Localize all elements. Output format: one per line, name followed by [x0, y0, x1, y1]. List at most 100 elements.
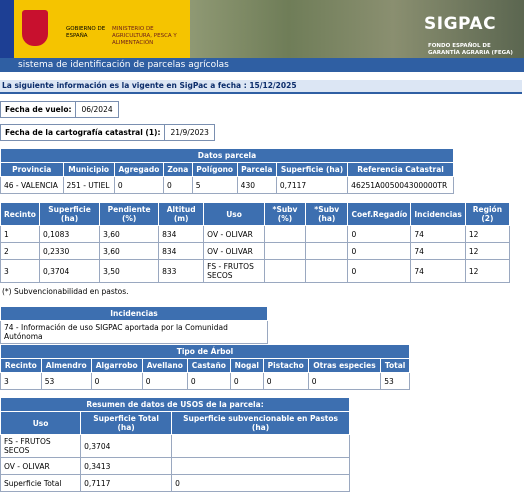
column-header: Agregado	[113, 162, 164, 177]
cell: 3	[0, 372, 42, 390]
row: 74 - Información de uso SIGPAC aportada …	[0, 320, 268, 344]
cell: OV - OLIVAR	[0, 457, 82, 475]
cell: 0	[162, 176, 193, 194]
cell: 3,60	[99, 242, 160, 260]
cell: 834	[158, 225, 205, 243]
cell: 0,7117	[80, 474, 173, 492]
cell	[171, 434, 350, 458]
column-header: Municipio	[62, 162, 115, 177]
cell: 0	[347, 242, 412, 260]
note: (*) Subvencionabilidad en pastos.	[2, 287, 129, 296]
cell: 74	[410, 242, 466, 260]
column-header: Total	[380, 358, 410, 373]
column-header: Recinto	[0, 358, 42, 373]
row: 46 - VALENCIA 251 - UTIEL 0 0 5 430 0,7117 4625…	[0, 176, 454, 194]
row: FS - FRUTOS SECOS 0,3704	[0, 434, 350, 458]
column-header: Avellano	[141, 358, 188, 373]
cell: 3	[0, 259, 40, 283]
cell: 0	[141, 372, 188, 390]
cell: 833	[158, 259, 205, 283]
cell: 834	[158, 242, 205, 260]
coat-of-arms	[22, 10, 48, 46]
cell: 0,2330	[38, 242, 101, 260]
row: 2 0,2330 3,60 834 OV - OLIVAR 0 74 12	[0, 242, 511, 260]
government-text: GOBIERNO DE ESPAÑA	[66, 26, 106, 39]
title-row: Tipo de Árbol	[0, 344, 410, 359]
cell: 0,3413	[80, 457, 173, 475]
column-header: Provincia	[0, 162, 64, 177]
column-header: Otras especies	[307, 358, 382, 373]
cell: 0,3704	[80, 434, 173, 458]
table-title: Datos parcela	[0, 148, 454, 163]
column-header: Castaño	[186, 358, 231, 373]
cell: 12	[464, 242, 511, 260]
cell	[264, 242, 306, 260]
table-title: Incidencias	[0, 306, 268, 321]
banner: GOBIERNO DE ESPAÑA MINISTERIO DE AGRICUL…	[0, 0, 524, 72]
table-datos-parcela: Datos parcela Provincia Municipio Agregado Z…	[0, 148, 454, 194]
column-header: Incidencias	[410, 202, 466, 226]
cell	[304, 242, 349, 260]
cell: 12	[464, 225, 511, 243]
row: 1 0,1083 3,60 834 OV - OLIVAR 0 74 12	[0, 225, 511, 243]
subtitle: sistema de identificación de parcelas ag…	[18, 60, 229, 70]
column-header: Pendiente (%)	[99, 202, 160, 226]
cell	[171, 457, 350, 475]
row: Superficie Total 0,7117 0	[0, 474, 350, 492]
column-header: Parcela	[236, 162, 277, 177]
eu-flag	[0, 0, 14, 58]
cell: 0	[347, 225, 412, 243]
column-header: *Subv (ha)	[304, 202, 349, 226]
cell: 0,1083	[38, 225, 101, 243]
cell: 46251A005004300000TR	[347, 176, 454, 194]
logo: SIGPAC	[424, 14, 497, 34]
cell: 430	[236, 176, 277, 194]
column-header: Superficie (ha)	[38, 202, 101, 226]
cell: 0	[347, 259, 412, 283]
cell: 3,60	[99, 225, 160, 243]
column-header: *Subv (%)	[264, 202, 306, 226]
table-incidencias: Incidencias 74 - Información de uso SIGPA…	[0, 306, 268, 344]
cell: 251 - UTIEL	[62, 176, 115, 194]
column-header: Polígono	[191, 162, 238, 177]
cell: FS - FRUTOS SECOS	[0, 434, 82, 458]
cell: 2	[0, 242, 40, 260]
column-header: Uso	[203, 202, 265, 226]
cell: 46 - VALENCIA	[0, 176, 64, 194]
cell: 74	[410, 259, 466, 283]
cell	[304, 259, 349, 283]
title-row: Datos parcela	[0, 148, 454, 163]
column-header: Nogal	[229, 358, 264, 373]
cell	[264, 259, 306, 283]
cadastre-date: Fecha de la cartografía catastral (1): 2…	[0, 124, 215, 141]
cell: 0	[171, 474, 350, 492]
cell: 12	[464, 259, 511, 283]
row: OV - OLIVAR 0,3413	[0, 457, 350, 475]
column-header: Altitud (m)	[158, 202, 205, 226]
column-header: Almendro	[40, 358, 92, 373]
header-row: Uso Superficie Total (ha) Superficie subve…	[0, 411, 350, 435]
flight-date: Fecha de vuelo: 06/2024	[0, 101, 119, 118]
table-tipo-arbol: Tipo de Árbol Recinto Almendro Algarrobo Ave…	[0, 344, 410, 390]
cell: 3,50	[99, 259, 160, 283]
cell: Superficie Total	[0, 474, 82, 492]
cell: OV - OLIVAR	[203, 225, 265, 243]
column-header: Uso	[0, 411, 82, 435]
column-header: Zona	[162, 162, 193, 177]
cell: OV - OLIVAR	[203, 242, 265, 260]
column-header: Algarrobo	[90, 358, 143, 373]
column-header: Pistacho	[262, 358, 309, 373]
cell: 1	[0, 225, 40, 243]
column-header: Superficie (ha)	[275, 162, 349, 177]
cell: 0	[262, 372, 309, 390]
cell: 0	[229, 372, 264, 390]
cell: 0	[113, 176, 164, 194]
table-resumen: Resumen de datos de USOS de la parcela: U…	[0, 397, 350, 492]
title-row: Incidencias	[0, 306, 268, 321]
cell: 5	[191, 176, 238, 194]
cell: 0,7117	[275, 176, 349, 194]
cell: 74	[410, 225, 466, 243]
ministry-text: MINISTERIO DE AGRICULTURA, PESCA Y ALIME…	[112, 26, 177, 46]
row: 3 0,3704 3,50 833 FS - FRUTOS SECOS 0 74 12	[0, 259, 511, 283]
subtitle-bar: sistema de identificación de parcelas ag…	[0, 58, 524, 72]
